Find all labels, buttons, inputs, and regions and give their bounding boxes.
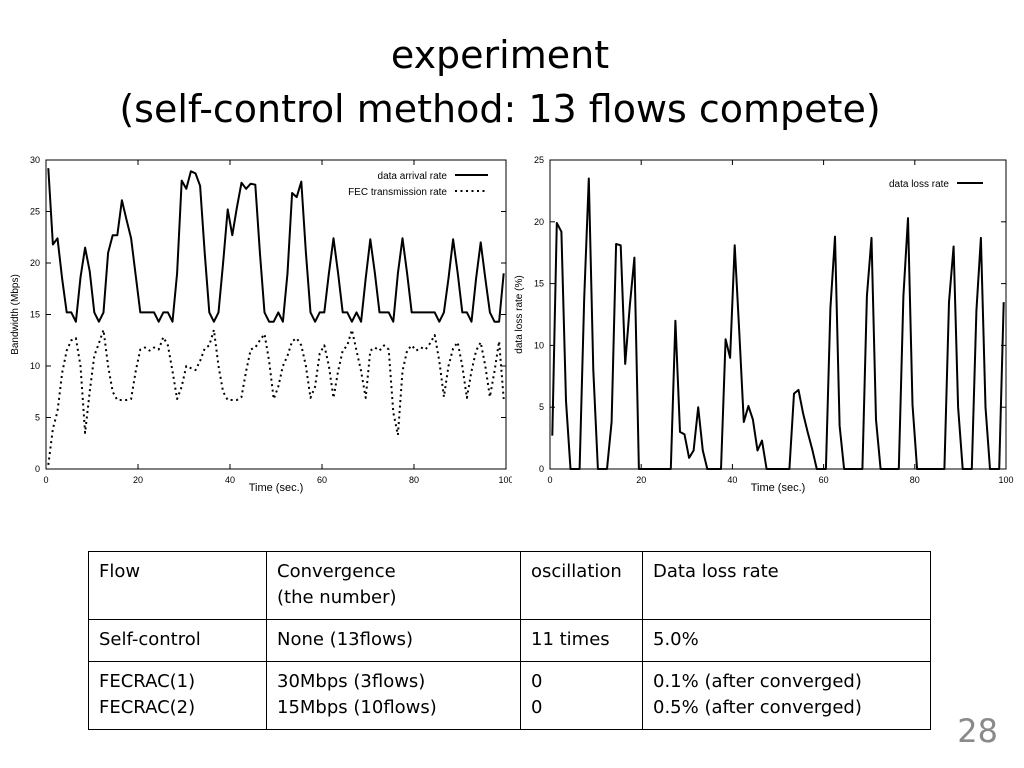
bandwidth-chart: 0 20 40 60 80 100 0 5 10 15 20 25 30 Time (sec.) Bandw… [10,155,512,494]
x-tick-label: 0 [547,475,552,485]
table-cell-line: (the number) [277,587,397,608]
table-header-cell: Data loss rate [642,551,931,620]
x-tick-label: 80 [409,475,419,485]
table-cell-line: 11 times [531,629,610,650]
y-tick-label: 10 [534,340,544,350]
x-tick-label: 20 [133,475,143,485]
x-axis-label: Time (sec.) [249,482,304,494]
table-cell: 30Mbps (3flows) 15Mbps (10flows) [266,661,521,730]
table-header-cell: oscillation [520,551,643,620]
slide-title: experiment (self-control method: 13 flow… [0,28,1000,136]
table-cell-line: 0.5% (after converged) [653,697,862,718]
y-tick-label: 0 [539,464,544,474]
table-cell: 0.1% (after converged) 0.5% (after conver… [642,661,931,730]
page-number: 28 [957,712,998,750]
table-cell-line: 0 [531,671,543,692]
x-tick-label: 40 [225,475,235,485]
plot-frame [45,159,507,470]
slide-title-line-1: experiment [390,33,610,77]
x-tick-label: 0 [43,475,48,485]
table-cell-line: 30Mbps (3flows) [277,671,426,692]
y-tick-label: 20 [534,217,544,227]
slide-title-line-2: (self-control method: 13 flows compete) [119,87,881,131]
y-tick-label: 5 [539,402,544,412]
table-header-row: Flow Convergence (the number) oscillation… [88,551,931,620]
table-cell: FECRAC(1) FECRAC(2) [88,661,267,730]
series-line-1 [551,177,1005,470]
plot-frame [549,159,1007,470]
table-cell: Self-control [88,619,267,662]
x-tick-label: 20 [636,475,646,485]
table-header-cell: Convergence (the number) [266,551,521,620]
table-cell-line: Convergence [277,561,396,582]
x-tick-label: 100 [998,475,1013,485]
table-cell-line: FECRAC(2) [99,697,196,718]
series-line-2 [47,328,505,466]
y-axis-label: Bandwidth (Mbps) [10,274,21,355]
results-table: Flow Convergence (the number) oscillation… [88,551,931,730]
y-tick-label: 0 [35,464,40,474]
legend-label: data loss rate [889,179,949,190]
x-tick-label: 80 [910,475,920,485]
table-cell-line: None (13flows) [277,629,414,650]
series-line-1 [47,168,505,323]
table-row: FECRAC(1) FECRAC(2) 30Mbps (3flows) 15Mbps… [88,661,931,730]
x-axis-label: Time (sec.) [751,482,806,494]
table-row: Self-control None (13flows) 11 times 5.0… [88,619,931,662]
table-cell-line: 5.0% [653,629,699,650]
table-cell-line: FECRAC(1) [99,671,196,692]
y-tick-label: 5 [35,413,40,423]
table-cell: 5.0% [642,619,931,662]
table-cell-line: 0 [531,697,543,718]
table-header-cell: Flow [88,551,267,620]
data-loss-rate-chart: 0 20 40 60 80 100 0 5 10 15 20 25 Time (sec.) data lo… [514,155,1014,494]
table-cell-line: oscillation [531,561,622,582]
x-tick-label: 60 [317,475,327,485]
y-tick-label: 25 [30,207,40,217]
y-tick-label: 30 [30,155,40,165]
table-cell-line: Self-control [99,629,201,650]
table-cell-line: 0.1% (after converged) [653,671,862,692]
table-cell-line: Flow [99,561,141,582]
y-axis-label: data loss rate (%) [514,275,525,353]
table-cell-line: 15Mbps (10flows) [277,697,437,718]
legend-label: FEC transmission rate [348,187,447,198]
x-tick-label: 100 [498,475,512,485]
y-tick-label: 20 [30,258,40,268]
y-tick-label: 25 [534,155,544,165]
legend-label: data arrival rate [378,171,448,182]
y-tick-label: 15 [534,279,544,289]
x-tick-label: 60 [819,475,829,485]
y-tick-label: 15 [30,310,40,320]
table-cell: 11 times [520,619,643,662]
y-tick-label: 10 [30,361,40,371]
x-tick-label: 40 [727,475,737,485]
table-cell: None (13flows) [266,619,521,662]
table-cell-line: Data loss rate [653,561,779,582]
